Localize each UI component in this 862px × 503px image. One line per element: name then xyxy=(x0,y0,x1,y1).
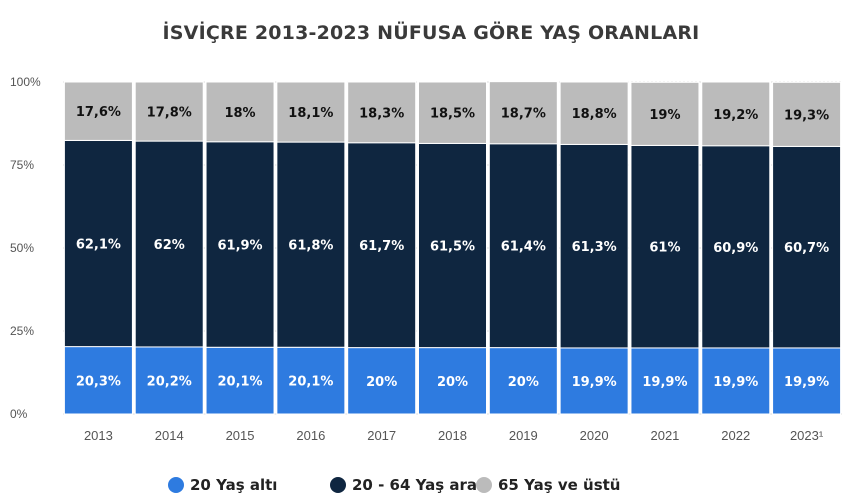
data-label: 19,9% xyxy=(713,375,758,390)
x-tick-label: 2023¹ xyxy=(790,428,824,443)
data-label: 19,2% xyxy=(713,108,758,123)
bar-segment xyxy=(276,141,346,348)
legend-label: 65 Yaş ve üstü xyxy=(498,476,621,494)
bar-segment xyxy=(701,81,771,147)
x-tick-label: 2022 xyxy=(721,428,750,443)
data-label: 20,1% xyxy=(288,375,333,390)
data-label: 18% xyxy=(224,106,255,121)
y-tick-label: 50% xyxy=(10,241,34,255)
data-label: 61,9% xyxy=(217,239,262,254)
chart-title: İSVİÇRE 2013-2023 NÜFUSA GÖRE YAŞ ORANLA… xyxy=(162,22,700,44)
legend-swatch xyxy=(476,477,492,493)
data-label: 18,7% xyxy=(501,107,546,122)
y-tick-label: 75% xyxy=(10,158,34,172)
legend-label: 20 Yaş altı xyxy=(190,476,278,494)
legend: 20 Yaş altı 20 - 64 Yaş arası 65 Yaş ve üs… xyxy=(0,474,862,496)
data-label: 18,1% xyxy=(288,106,333,121)
data-label: 61,4% xyxy=(501,240,546,255)
bar-segment xyxy=(63,346,133,415)
bar-segment xyxy=(205,141,275,348)
data-label: 20% xyxy=(437,375,468,390)
bar-segment xyxy=(630,347,700,415)
data-label: 61,3% xyxy=(572,240,617,255)
bar-segment xyxy=(347,142,417,349)
bar-segment xyxy=(63,81,133,141)
stacked-bar-chart: 0% 25% 50% 75% 100% 20,3% 62,1% 17,6% 2013 20,2% 6… xyxy=(10,75,842,443)
data-label: 19,9% xyxy=(784,375,829,390)
data-label: 18,3% xyxy=(359,106,404,121)
data-label: 17,6% xyxy=(76,105,121,120)
data-label: 20% xyxy=(366,375,397,390)
bar-segment xyxy=(347,347,417,415)
bar-segment xyxy=(134,140,204,348)
bar-segment xyxy=(276,346,346,415)
bar-segment xyxy=(276,81,346,143)
data-label: 18,8% xyxy=(572,107,617,122)
legend-item: 20 Yaş altı xyxy=(168,474,277,496)
bar-segment xyxy=(418,81,487,144)
data-label: 60,9% xyxy=(713,241,758,256)
data-label: 20,3% xyxy=(76,374,121,389)
legend-swatch xyxy=(330,477,346,493)
data-label: 20,2% xyxy=(147,374,192,389)
x-tick-label: 2017 xyxy=(367,428,396,443)
data-label: 19,3% xyxy=(784,108,829,123)
data-label: 19,9% xyxy=(642,375,687,390)
bar-segment xyxy=(134,346,204,415)
data-label: 61% xyxy=(649,241,680,256)
x-tick-label: 2015 xyxy=(226,428,255,443)
data-label: 20,1% xyxy=(217,375,262,390)
data-label: 20% xyxy=(508,375,539,390)
bar-segment xyxy=(488,143,558,349)
bar-segment xyxy=(418,142,487,349)
bar-segment xyxy=(630,144,700,349)
legend-item: 65 Yaş ve üstü xyxy=(476,474,620,496)
data-label: 17,8% xyxy=(147,106,192,121)
bar-segment xyxy=(488,81,558,145)
x-tick-label: 2014 xyxy=(155,428,184,443)
data-label: 61,5% xyxy=(430,240,475,255)
data-label: 61,7% xyxy=(359,239,404,254)
data-label: 62% xyxy=(154,238,185,253)
bar-segment xyxy=(701,347,771,415)
legend-item: 20 - 64 Yaş arası xyxy=(330,474,491,496)
bar-segment xyxy=(772,81,842,147)
x-tick-label: 2018 xyxy=(438,428,467,443)
bar-segment xyxy=(630,81,700,146)
bar-segment xyxy=(63,139,133,348)
data-label: 19,9% xyxy=(572,375,617,390)
data-label: 61,8% xyxy=(288,239,333,254)
y-tick-label: 0% xyxy=(10,407,28,421)
bar-segment xyxy=(134,81,204,142)
bar-segment xyxy=(205,81,275,143)
bar-segment xyxy=(559,81,629,145)
legend-swatch xyxy=(168,477,184,493)
bar-segment xyxy=(559,143,629,349)
y-tick-label: 25% xyxy=(10,324,34,338)
bar-segment xyxy=(701,145,771,349)
x-tick-label: 2021 xyxy=(650,428,679,443)
x-tick-label: 2020 xyxy=(580,428,609,443)
data-label: 19% xyxy=(649,108,680,123)
bar-segment xyxy=(772,145,842,349)
y-tick-label: 100% xyxy=(10,75,41,89)
data-label: 18,5% xyxy=(430,107,475,122)
x-tick-label: 2016 xyxy=(296,428,325,443)
x-tick-label: 2019 xyxy=(509,428,538,443)
data-label: 60,7% xyxy=(784,241,829,256)
bar-segment xyxy=(559,347,629,415)
bar-segment xyxy=(347,81,417,144)
x-tick-label: 2013 xyxy=(84,428,113,443)
bar-segment xyxy=(418,347,487,415)
data-label: 62,1% xyxy=(76,238,121,253)
legend-label: 20 - 64 Yaş arası xyxy=(352,476,492,494)
bar-segment xyxy=(488,347,558,415)
